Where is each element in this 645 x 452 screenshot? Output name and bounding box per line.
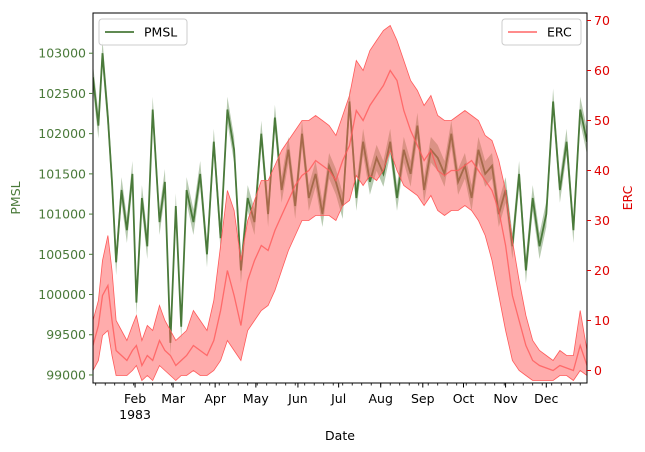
series-group: [93, 24, 587, 382]
x-tick-label: Apr: [204, 391, 226, 406]
legends: PMSL ERC: [98, 18, 582, 46]
x-tick-label: Nov: [493, 391, 518, 406]
left-y-tick-label: 102500: [38, 86, 86, 101]
x-year-label: 1983: [119, 407, 151, 422]
axes: 99000 99500 100000 100500 101000 101500 102000…: [8, 12, 635, 443]
x-axis-label: Date: [325, 428, 355, 443]
legend-pmsl: PMSL: [98, 18, 188, 46]
x-tick-label: Feb: [124, 391, 146, 406]
x-tick-label: May: [243, 391, 269, 406]
left-y-tick-label: 103000: [38, 46, 86, 61]
x-tick-label: Jun: [287, 391, 308, 406]
right-y-axis-label: ERC: [620, 185, 635, 210]
erc-line: [93, 69, 587, 372]
legend-erc: ERC: [501, 18, 582, 46]
right-y-tick-label: 70: [594, 13, 610, 28]
left-y-tick-label: 101500: [38, 166, 86, 181]
right-y-tick-label: 10: [594, 313, 610, 328]
right-y-tick-label: 60: [594, 63, 610, 78]
left-y-tick-label: 101000: [38, 207, 86, 222]
x-tick-label: Dec: [534, 391, 558, 406]
erc-band: [93, 24, 587, 382]
x-tick-label: Mar: [161, 391, 185, 406]
legend-label-erc: ERC: [547, 25, 572, 40]
legend-box: [98, 18, 188, 46]
legend-label-pmsl: PMSL: [144, 25, 177, 40]
legend-box: [501, 18, 582, 46]
right-y-tick-label: 0: [594, 363, 602, 378]
right-y-tick-label: 50: [594, 113, 610, 128]
left-y-tick-label: 100500: [38, 247, 86, 262]
left-y-tick-label: 100000: [38, 287, 86, 302]
left-y-axis-label: PMSL: [8, 181, 23, 214]
x-tick-label: Oct: [453, 391, 475, 406]
right-y-tick-label: 40: [594, 163, 610, 178]
x-tick-label: Sep: [411, 391, 435, 406]
left-y-tick-label: 99500: [46, 327, 86, 342]
plot-area: [93, 24, 587, 382]
x-tick-label: Jul: [330, 391, 346, 406]
left-y-tick-label: 99000: [46, 367, 86, 382]
right-y-tick-label: 30: [594, 213, 610, 228]
left-y-tick-label: 102000: [38, 126, 86, 141]
plot-frame: [92, 12, 588, 384]
x-tick-label: Aug: [369, 391, 393, 406]
right-y-tick-label: 20: [594, 263, 610, 278]
